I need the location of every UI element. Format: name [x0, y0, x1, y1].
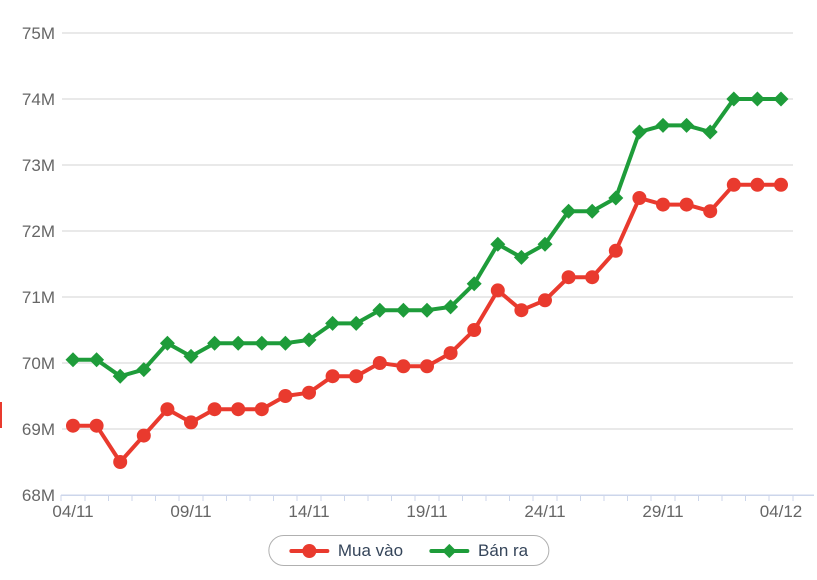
data-point-ban-ra[interactable]: [537, 236, 553, 252]
data-point-ban-ra[interactable]: [301, 332, 317, 348]
data-point-mua-vao[interactable]: [160, 402, 175, 417]
series-line-ban-ra: [71, 97, 783, 379]
data-point-ban-ra[interactable]: [183, 348, 199, 364]
y-axis-label: 75M: [22, 24, 55, 43]
x-axis-label: 24/11: [524, 502, 565, 521]
x-axis-label: 14/11: [288, 502, 329, 521]
legend-label-mua-vao: Mua vào: [337, 541, 404, 560]
data-point-ban-ra[interactable]: [230, 335, 246, 351]
data-point-mua-vao[interactable]: [89, 418, 104, 433]
data-point-ban-ra[interactable]: [207, 335, 223, 351]
x-axis-label: 04/11: [52, 502, 93, 521]
chart-legend: Mua vào Bán ra: [267, 535, 550, 566]
data-point-ban-ra[interactable]: [136, 362, 152, 378]
left-edge-artifact: [0, 402, 2, 428]
data-point-mua-vao[interactable]: [325, 369, 340, 384]
data-point-ban-ra[interactable]: [584, 203, 600, 219]
data-point-mua-vao[interactable]: [561, 270, 576, 285]
data-point-mua-vao[interactable]: [302, 385, 316, 400]
legend-label-ban-ra: Bán ra: [478, 541, 529, 560]
x-axis-label: 09/11: [170, 502, 211, 521]
data-point-mua-vao[interactable]: [136, 428, 151, 443]
sell-series-legend-marker-icon: [429, 543, 470, 558]
data-point-mua-vao[interactable]: [632, 191, 647, 205]
data-point-ban-ra[interactable]: [348, 315, 364, 331]
data-point-mua-vao[interactable]: [278, 389, 293, 403]
y-axis-label: 69M: [22, 420, 55, 439]
data-point-ban-ra[interactable]: [726, 91, 742, 107]
data-point-mua-vao[interactable]: [608, 243, 623, 258]
data-point-ban-ra[interactable]: [749, 91, 765, 107]
data-point-ban-ra[interactable]: [702, 124, 718, 140]
data-point-mua-vao[interactable]: [396, 359, 411, 374]
data-point-mua-vao[interactable]: [679, 197, 694, 212]
data-point-ban-ra[interactable]: [561, 203, 577, 219]
data-point-mua-vao[interactable]: [750, 177, 765, 192]
data-point-ban-ra[interactable]: [325, 315, 341, 331]
data-point-mua-vao[interactable]: [774, 177, 788, 192]
y-axis-label: 73M: [22, 156, 55, 175]
data-point-mua-vao[interactable]: [184, 415, 198, 430]
data-point-mua-vao[interactable]: [372, 356, 387, 370]
data-point-ban-ra[interactable]: [89, 352, 105, 368]
data-point-ban-ra[interactable]: [443, 299, 459, 315]
data-point-mua-vao[interactable]: [113, 455, 128, 469]
y-axis-label: 68M: [22, 486, 55, 505]
data-point-ban-ra[interactable]: [395, 302, 411, 318]
data-point-mua-vao[interactable]: [514, 303, 529, 318]
data-point-mua-vao[interactable]: [467, 323, 482, 337]
data-point-ban-ra[interactable]: [513, 249, 529, 265]
data-point-ban-ra[interactable]: [112, 368, 128, 384]
data-point-ban-ra[interactable]: [277, 335, 293, 351]
data-point-ban-ra[interactable]: [65, 352, 81, 368]
data-point-mua-vao[interactable]: [207, 402, 222, 417]
legend-item-mua-vao[interactable]: Mua vào: [288, 541, 404, 560]
data-point-mua-vao[interactable]: [443, 346, 458, 361]
y-axis-label: 72M: [22, 222, 55, 241]
data-point-mua-vao[interactable]: [254, 402, 269, 417]
data-point-mua-vao[interactable]: [231, 402, 246, 417]
y-axis-label: 70M: [22, 354, 55, 373]
data-point-mua-vao[interactable]: [66, 418, 80, 433]
y-axis-label: 74M: [22, 90, 55, 109]
data-point-mua-vao[interactable]: [703, 204, 718, 219]
data-point-mua-vao[interactable]: [656, 197, 670, 212]
data-point-mua-vao[interactable]: [420, 359, 434, 374]
x-axis-label: 29/11: [642, 502, 683, 521]
buy-series-legend-marker-icon: [288, 543, 329, 558]
data-point-ban-ra[interactable]: [419, 302, 435, 318]
data-point-mua-vao[interactable]: [349, 369, 364, 384]
x-axis-label: 19/11: [406, 502, 447, 521]
data-point-mua-vao[interactable]: [726, 177, 741, 192]
data-point-ban-ra[interactable]: [159, 335, 175, 351]
data-point-mua-vao[interactable]: [538, 293, 552, 308]
data-point-ban-ra[interactable]: [490, 236, 506, 252]
data-point-ban-ra[interactable]: [773, 91, 789, 107]
x-axis-label: 04/12: [760, 502, 803, 521]
legend-item-ban-ra[interactable]: Bán ra: [429, 542, 528, 559]
data-point-ban-ra[interactable]: [679, 117, 695, 133]
data-point-ban-ra[interactable]: [631, 124, 647, 140]
series-line-mua-vao: [71, 182, 783, 464]
data-point-ban-ra[interactable]: [608, 190, 624, 206]
data-point-ban-ra[interactable]: [372, 302, 388, 318]
data-point-mua-vao[interactable]: [490, 283, 505, 298]
data-point-ban-ra[interactable]: [466, 276, 482, 292]
data-point-ban-ra[interactable]: [655, 117, 671, 133]
data-point-ban-ra[interactable]: [254, 335, 270, 351]
data-point-mua-vao[interactable]: [585, 270, 600, 285]
y-axis-label: 71M: [22, 288, 55, 307]
